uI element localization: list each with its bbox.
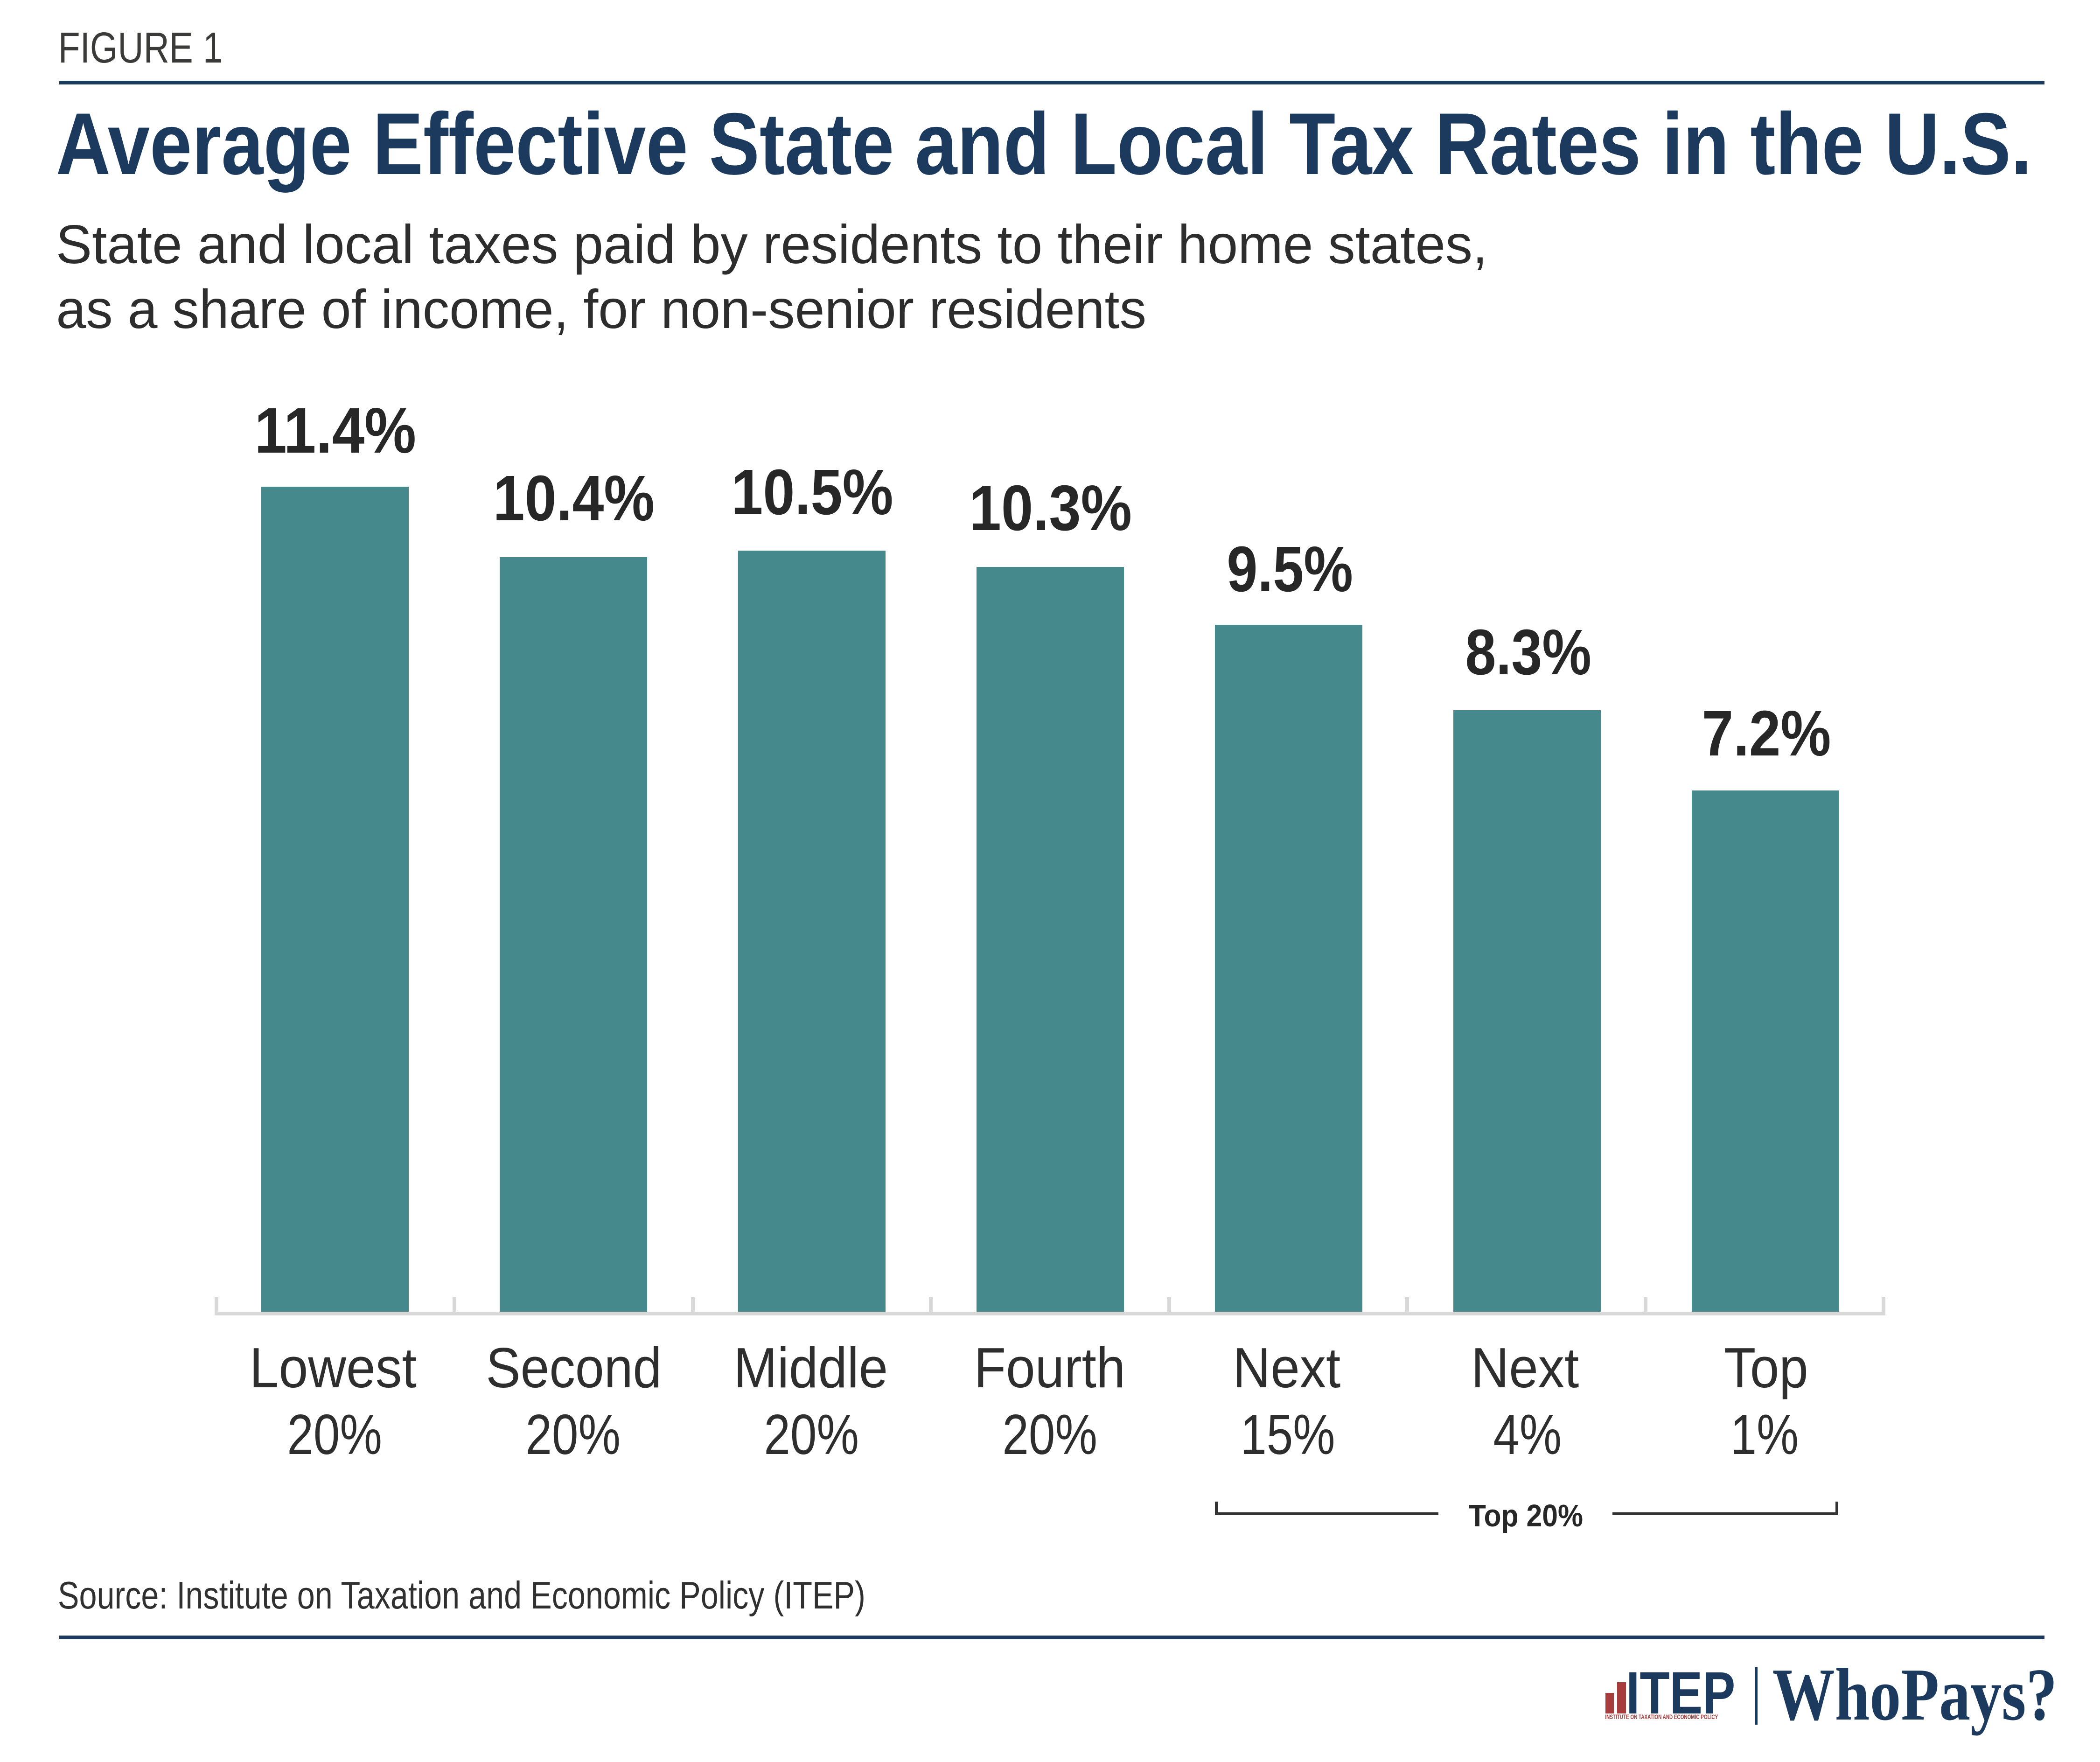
svg-text:Source: Institute on Taxation: Source: Institute on Taxation and Econom…	[58, 1573, 865, 1617]
svg-text:Lowest: Lowest	[250, 1336, 417, 1399]
svg-text:20%: 20%	[1002, 1403, 1097, 1466]
svg-text:4%: 4%	[1493, 1403, 1562, 1466]
svg-text:Top 20%: Top 20%	[1469, 1498, 1583, 1533]
svg-text:State and local taxes paid by: State and local taxes paid by residents …	[56, 214, 1487, 275]
svg-text:INSTITUTE ON TAXATION AND ECON: INSTITUTE ON TAXATION AND ECONOMIC POLIC…	[1605, 1713, 1718, 1720]
svg-text:20%: 20%	[287, 1403, 382, 1466]
svg-text:WhoPays?: WhoPays?	[1772, 1653, 2058, 1736]
svg-text:10.5%: 10.5%	[731, 456, 893, 528]
svg-text:10.4%: 10.4%	[493, 462, 655, 534]
svg-text:Next: Next	[1233, 1336, 1340, 1399]
svg-text:15%: 15%	[1240, 1403, 1335, 1466]
svg-text:as a share of income, for non-: as a share of income, for non-senior res…	[56, 279, 1146, 340]
svg-text:1%: 1%	[1730, 1403, 1799, 1466]
svg-text:8.3%: 8.3%	[1465, 616, 1591, 688]
svg-text:20%: 20%	[525, 1403, 621, 1466]
svg-text:11.4%: 11.4%	[255, 395, 417, 467]
svg-text:20%: 20%	[764, 1403, 859, 1466]
svg-text:Middle: Middle	[734, 1336, 888, 1399]
svg-text:FIGURE 1: FIGURE 1	[58, 23, 223, 72]
svg-text:Fourth: Fourth	[974, 1336, 1126, 1399]
svg-text:10.3%: 10.3%	[970, 472, 1132, 544]
svg-text:9.5%: 9.5%	[1227, 533, 1353, 605]
svg-text:Average Effective State and Lo: Average Effective State and Local Tax Ra…	[56, 95, 2032, 193]
svg-text:Next: Next	[1471, 1336, 1579, 1399]
svg-text:ITEP: ITEP	[1626, 1660, 1735, 1727]
svg-text:Second: Second	[486, 1336, 662, 1399]
svg-text:7.2%: 7.2%	[1702, 698, 1831, 769]
svg-text:Top: Top	[1724, 1336, 1808, 1399]
